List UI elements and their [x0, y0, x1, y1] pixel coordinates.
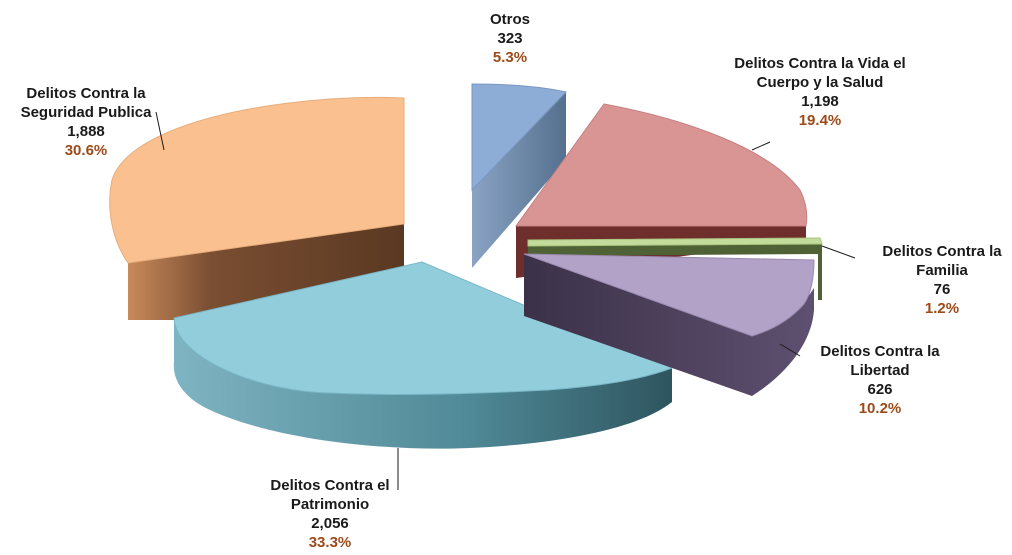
slice-familia-side [528, 240, 822, 300]
slice-patrimonio-side [173, 318, 673, 449]
label-seguridad: Delitos Contra la Seguridad Publica 1,88… [6, 84, 166, 160]
label-otros-name: Otros [489, 11, 530, 28]
label-patrimonio-name-2: Patrimonio [290, 496, 370, 513]
label-seguridad-name-1: Delitos Contra la [26, 85, 146, 102]
label-familia: Delitos Contra la Familia 76 1.2% [862, 242, 1012, 318]
leader-familia [821, 245, 856, 259]
leader-seguridad [155, 111, 165, 151]
leader-lines [155, 111, 856, 490]
label-libertad-name-1: Delitos Contra la [820, 343, 940, 360]
label-familia-name-1: Delitos Contra la [882, 243, 1002, 260]
label-familia-pct: 1.2% [924, 300, 960, 317]
slice-familia [527, 237, 823, 300]
label-libertad-pct: 10.2% [858, 400, 902, 417]
label-seguridad-pct: 30.6% [64, 142, 108, 159]
label-vida-pct: 19.4% [798, 112, 842, 129]
label-libertad-value: 626 [867, 381, 893, 398]
slice-vida-top [515, 103, 808, 227]
leader-vida [751, 141, 771, 151]
label-libertad-name-2: Libertad [850, 362, 910, 379]
label-otros: Otros 323 5.3% [470, 10, 550, 67]
slice-otros-top [471, 83, 567, 192]
slice-libertad-top [523, 253, 815, 337]
label-otros-pct: 5.3% [492, 49, 528, 66]
slice-libertad [523, 253, 815, 396]
slice-otros [471, 83, 567, 268]
slice-patrimonio [173, 261, 674, 449]
label-seguridad-name-2: Seguridad Publica [20, 104, 152, 121]
slice-familia-top [527, 237, 823, 247]
label-vida-name-2: Cuerpo y la Salud [756, 74, 884, 91]
label-libertad: Delitos Contra la Libertad 626 10.2% [800, 342, 960, 418]
label-vida-name-1: Delitos Contra la Vida el [734, 55, 906, 72]
slice-otros-side [472, 92, 566, 268]
label-familia-name-2: Familia [916, 262, 968, 279]
label-familia-value: 76 [933, 281, 951, 298]
label-patrimonio-pct: 33.3% [308, 534, 352, 551]
label-vida: Delitos Contra la Vida el Cuerpo y la Sa… [700, 54, 940, 130]
label-otros-value: 323 [497, 30, 523, 47]
label-patrimonio: Delitos Contra el Patrimonio 2,056 33.3% [250, 476, 410, 552]
slice-libertad-side [524, 254, 814, 396]
slice-patrimonio-top [173, 261, 674, 395]
label-patrimonio-name-1: Delitos Contra el [270, 477, 390, 494]
label-patrimonio-value: 2,056 [311, 515, 349, 532]
leader-libertad [779, 343, 801, 357]
label-seguridad-value: 1,888 [67, 123, 105, 140]
label-vida-value: 1,198 [801, 93, 839, 110]
